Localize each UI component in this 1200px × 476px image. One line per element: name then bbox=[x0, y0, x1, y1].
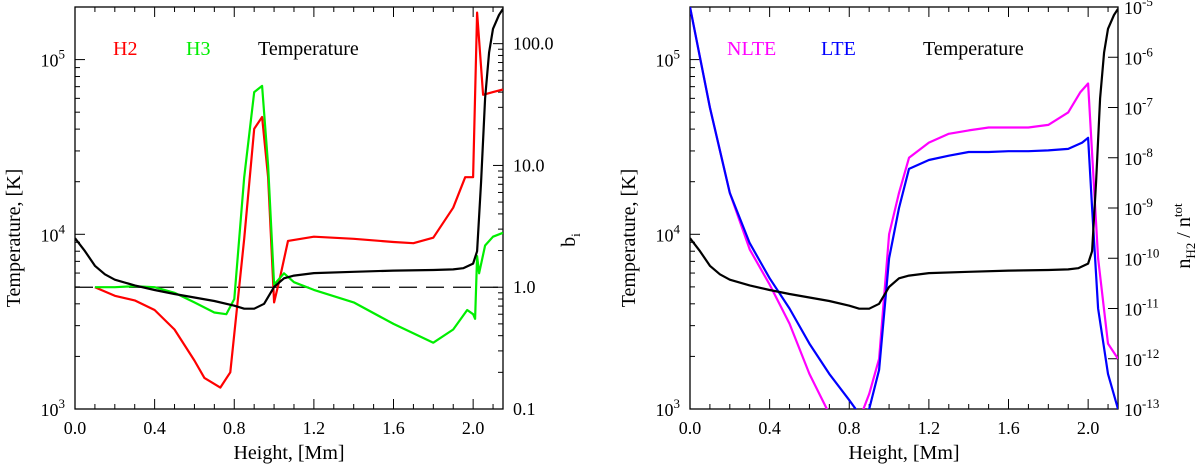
x-tick-label: 0.4 bbox=[758, 418, 781, 438]
tick-base: 10 bbox=[656, 400, 674, 420]
y2-axis-title: bi bbox=[558, 233, 583, 247]
x-tick-label: 1.6 bbox=[997, 418, 1020, 438]
tick-base: 10 bbox=[1124, 149, 1142, 169]
tick-exponent: 3 bbox=[674, 396, 681, 411]
tick-base: 10 bbox=[41, 225, 59, 245]
y2-tick-label: 10-13 bbox=[1124, 396, 1159, 420]
y2-tick-label: 100.0 bbox=[513, 34, 554, 54]
y-tick-label: 103 bbox=[41, 396, 66, 420]
y-tick-label: 105 bbox=[41, 47, 66, 71]
y2-tick-label: 10-12 bbox=[1124, 346, 1159, 370]
tick-exponent: -9 bbox=[1142, 195, 1153, 210]
tick-exponent: -8 bbox=[1142, 145, 1153, 160]
y2-title-main: b bbox=[558, 237, 580, 247]
series-line-temperature bbox=[75, 8, 503, 310]
y2-tick-label: 1.0 bbox=[513, 277, 536, 297]
x-axis-title: Height, [Mm] bbox=[233, 442, 344, 464]
tick-base: 10 bbox=[1124, 0, 1142, 18]
tick-base: 10 bbox=[656, 51, 674, 71]
legend-label: H2 bbox=[113, 38, 137, 60]
x-tick-label: 1.2 bbox=[303, 418, 326, 438]
tick-base: 10 bbox=[1124, 48, 1142, 68]
series-line-temperature bbox=[690, 8, 1118, 310]
tick-exponent: -7 bbox=[1142, 95, 1153, 110]
x-tick-label: 0.8 bbox=[223, 418, 246, 438]
legend-label: Temperature bbox=[923, 38, 1024, 60]
tick-exponent: 5 bbox=[674, 47, 681, 62]
tick-exponent: -10 bbox=[1142, 245, 1159, 260]
y-axis-title: Temperature, [K] bbox=[3, 169, 25, 308]
y-tick-label: 103 bbox=[656, 396, 681, 420]
left-chart: 0.0 0.4 0.8 1.2 1.6 2.01031041050.11.010.0100… bbox=[3, 6, 583, 464]
x-tick-label: 0.4 bbox=[143, 418, 166, 438]
legend-label: H3 bbox=[186, 38, 210, 60]
y2-axis-title: nH2 / ntot bbox=[1170, 203, 1198, 269]
series-line-lte bbox=[690, 7, 1118, 409]
x-tick-label: 2.0 bbox=[462, 418, 485, 438]
series-line-h2 bbox=[94, 11, 503, 389]
y2-title-sub: H2 bbox=[1183, 243, 1198, 259]
tick-base: 10 bbox=[1124, 350, 1142, 370]
x-axis-title: Height, [Mm] bbox=[848, 442, 959, 464]
y-tick-label: 105 bbox=[656, 47, 681, 71]
y-tick-label: 104 bbox=[41, 221, 66, 245]
tick-exponent: -13 bbox=[1142, 396, 1159, 411]
series-line-h3 bbox=[94, 84, 503, 344]
x-tick-label: 0.8 bbox=[838, 418, 861, 438]
y-tick-label: 104 bbox=[656, 221, 681, 245]
tick-exponent: -5 bbox=[1142, 0, 1153, 9]
tick-base: 10 bbox=[1124, 199, 1142, 219]
tick-exponent: -12 bbox=[1142, 346, 1159, 361]
y2-tick-label: 10-5 bbox=[1124, 0, 1153, 18]
y2-tick-label: 10-11 bbox=[1124, 296, 1159, 320]
legend-label: LTE bbox=[821, 38, 856, 60]
plot-frame bbox=[74, 6, 504, 410]
tick-base: 10 bbox=[1124, 400, 1142, 420]
x-tick-label: 1.2 bbox=[918, 418, 941, 438]
x-tick-label: 2.0 bbox=[1077, 418, 1100, 438]
right-chart: 0.0 0.4 0.8 1.2 1.6 2.010310410510-1310-1210-… bbox=[618, 0, 1198, 464]
tick-exponent: 3 bbox=[59, 396, 66, 411]
tick-exponent: 4 bbox=[59, 221, 66, 236]
tick-base: 10 bbox=[41, 400, 59, 420]
legend-label: NLTE bbox=[727, 38, 776, 60]
x-tick-label: 0.0 bbox=[679, 418, 702, 438]
y2-tick-label: 10.0 bbox=[513, 155, 545, 175]
y2-tick-label: 10-9 bbox=[1124, 195, 1153, 219]
y2-title-mid: / n bbox=[1173, 217, 1195, 243]
tick-base: 10 bbox=[1124, 99, 1142, 119]
y2-tick-label: 10-6 bbox=[1124, 44, 1153, 68]
y2-title-sup: tot bbox=[1170, 203, 1185, 217]
tick-exponent: -6 bbox=[1142, 44, 1153, 59]
tick-base: 10 bbox=[656, 225, 674, 245]
y2-tick-label: 10-8 bbox=[1124, 145, 1153, 169]
series-line-nlte bbox=[690, 7, 1118, 409]
tick-base: 10 bbox=[1124, 300, 1142, 320]
legend-label: Temperature bbox=[258, 38, 359, 60]
x-tick-label: 0.0 bbox=[64, 418, 87, 438]
plot-frame bbox=[689, 6, 1119, 410]
y2-title-main: n bbox=[1173, 259, 1195, 269]
tick-exponent: 4 bbox=[674, 221, 681, 236]
y2-title-sub: i bbox=[568, 233, 583, 237]
tick-base: 10 bbox=[41, 51, 59, 71]
y-axis-title: Temperature, [K] bbox=[618, 169, 640, 308]
y2-tick-label: 10-10 bbox=[1124, 245, 1159, 269]
x-tick-label: 1.6 bbox=[382, 418, 405, 438]
tick-base: 10 bbox=[1124, 249, 1142, 269]
tick-exponent: -11 bbox=[1142, 296, 1159, 311]
tick-exponent: 5 bbox=[59, 47, 66, 62]
y2-tick-label: 0.1 bbox=[513, 399, 536, 419]
y2-tick-label: 10-7 bbox=[1124, 95, 1153, 119]
